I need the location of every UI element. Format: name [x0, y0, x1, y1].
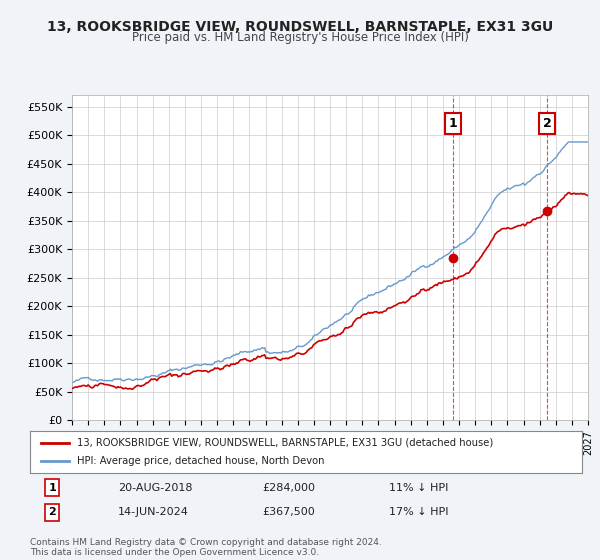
Text: 14-JUN-2024: 14-JUN-2024 — [118, 507, 189, 517]
Text: 20-AUG-2018: 20-AUG-2018 — [118, 483, 193, 493]
Text: Contains HM Land Registry data © Crown copyright and database right 2024.
This d: Contains HM Land Registry data © Crown c… — [30, 538, 382, 557]
Text: 13, ROOKSBRIDGE VIEW, ROUNDSWELL, BARNSTAPLE, EX31 3GU (detached house): 13, ROOKSBRIDGE VIEW, ROUNDSWELL, BARNST… — [77, 438, 493, 448]
Text: 1: 1 — [48, 483, 56, 493]
Text: Price paid vs. HM Land Registry's House Price Index (HPI): Price paid vs. HM Land Registry's House … — [131, 31, 469, 44]
Text: 11% ↓ HPI: 11% ↓ HPI — [389, 483, 448, 493]
Text: 17% ↓ HPI: 17% ↓ HPI — [389, 507, 448, 517]
Text: 1: 1 — [449, 117, 458, 130]
Text: 13, ROOKSBRIDGE VIEW, ROUNDSWELL, BARNSTAPLE, EX31 3GU: 13, ROOKSBRIDGE VIEW, ROUNDSWELL, BARNST… — [47, 20, 553, 34]
Text: £367,500: £367,500 — [262, 507, 314, 517]
Text: 2: 2 — [48, 507, 56, 517]
Text: £284,000: £284,000 — [262, 483, 315, 493]
Text: HPI: Average price, detached house, North Devon: HPI: Average price, detached house, Nort… — [77, 456, 325, 466]
Text: 2: 2 — [542, 117, 551, 130]
